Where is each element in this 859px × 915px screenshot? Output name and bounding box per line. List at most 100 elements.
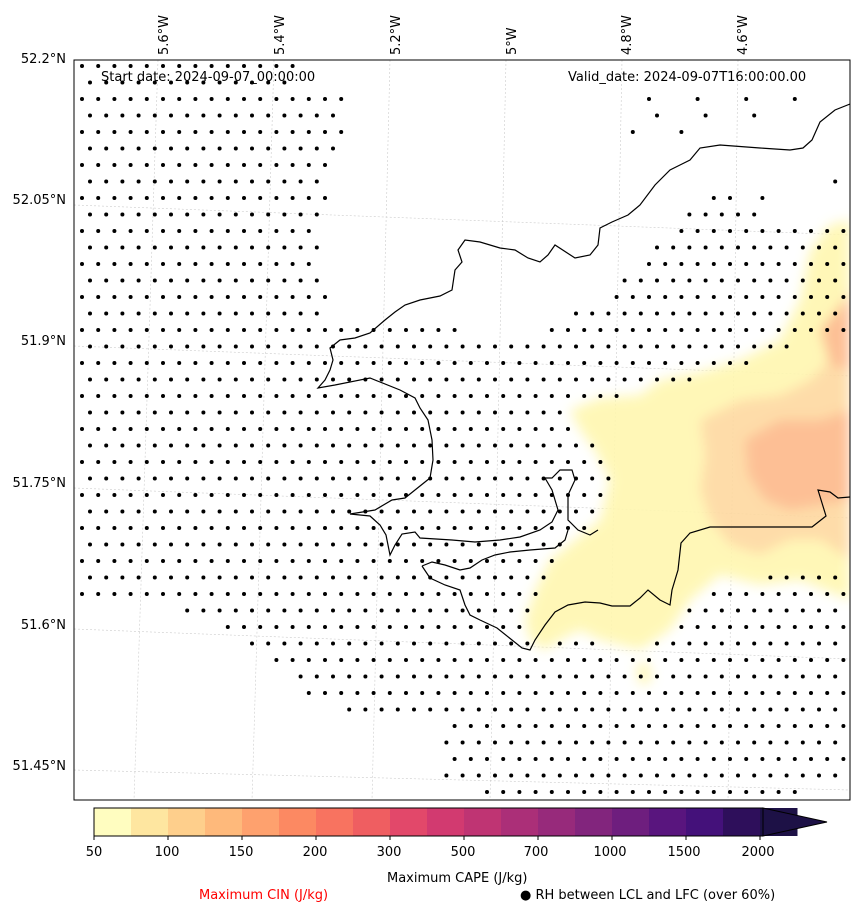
rh-dot: [177, 262, 182, 266]
rh-dot: [452, 361, 457, 365]
rh-dot: [485, 658, 489, 662]
rh-dot: [347, 707, 352, 712]
rh-dot: [144, 196, 149, 200]
rh-dot: [476, 641, 481, 646]
rh-dot: [120, 113, 125, 118]
rh-dot: [242, 328, 246, 332]
rh-dot: [598, 460, 603, 464]
colorbar-segment: [242, 808, 280, 836]
rh-dot: [517, 592, 522, 596]
rh-dot: [404, 427, 408, 431]
rh-dot: [201, 146, 206, 151]
rh-dot: [703, 608, 708, 613]
rh-dot: [711, 625, 716, 629]
rh-dot: [152, 542, 157, 547]
rh-dot: [792, 724, 797, 728]
rh-dot: [282, 212, 287, 217]
rh-dot: [695, 757, 700, 761]
rh-dot: [493, 542, 497, 547]
rh-dot: [209, 526, 214, 530]
rh-dot: [242, 460, 246, 464]
rh-dot: [549, 526, 554, 530]
rh-dot: [331, 443, 335, 448]
rh-dot: [833, 245, 838, 250]
rh-dot: [768, 278, 773, 283]
rh-dot: [679, 724, 684, 728]
rh-dot: [355, 394, 360, 398]
rh-dot: [420, 361, 425, 365]
rh-dot: [306, 328, 311, 332]
rh-dot: [420, 460, 425, 464]
rh-dot: [800, 278, 805, 283]
rh-dot: [104, 476, 109, 481]
rh-dot: [88, 212, 92, 217]
rh-dot: [274, 526, 279, 530]
rh-dot: [841, 724, 846, 728]
rh-dot: [80, 394, 84, 398]
rh-dot: [817, 707, 821, 712]
rh-dot: [233, 278, 238, 283]
rh-dot: [598, 790, 603, 794]
rh-dot: [590, 344, 595, 349]
rh-dot: [274, 262, 279, 266]
rh-dot: [825, 625, 830, 629]
rh-dot: [266, 377, 271, 382]
rh-dot: [193, 295, 198, 299]
parallel-51.45n: [74, 769, 850, 791]
rh-dot: [817, 674, 821, 679]
rh-dot: [671, 773, 676, 778]
rh-dot: [323, 460, 327, 464]
rh-dot: [258, 361, 263, 365]
rh-dot: [476, 509, 481, 514]
rh-dot: [711, 790, 716, 794]
rh-dot: [177, 592, 182, 596]
rh-dot: [776, 625, 781, 629]
rh-dot: [647, 724, 651, 728]
rh-dot: [242, 526, 246, 530]
rh-dot: [476, 476, 481, 481]
rh-dot: [379, 344, 384, 349]
rh-dot: [290, 493, 295, 497]
rh-dot: [314, 344, 319, 349]
colorbar-tick: 1000: [593, 845, 627, 860]
rh-dot: [395, 410, 400, 415]
rh-dot: [630, 790, 635, 794]
rh-dot: [290, 526, 295, 530]
rh-dot: [468, 427, 473, 431]
rh-dot: [355, 328, 360, 332]
rh-dot: [80, 493, 84, 497]
rh-dot: [549, 658, 554, 662]
rh-dot: [314, 476, 319, 481]
rh-dot: [120, 179, 125, 184]
rh-dot: [136, 278, 141, 283]
rh-dot: [493, 476, 497, 481]
rh-dot: [80, 328, 84, 332]
rh-dot: [630, 658, 635, 662]
rh-dot: [323, 295, 327, 299]
rh-dot: [177, 163, 182, 167]
rh-dot: [630, 691, 635, 695]
rh-dot: [185, 575, 190, 580]
rh-dot: [314, 542, 319, 547]
colorbar-segment: [353, 808, 391, 836]
rh-dot: [679, 229, 684, 233]
rh-dot: [574, 344, 578, 349]
rh-dot: [533, 559, 538, 563]
colorbar-tick: 100: [154, 845, 180, 860]
rh-dot: [468, 460, 473, 464]
rh-dot: [444, 773, 449, 778]
rh-dot: [452, 526, 457, 530]
rh-dot: [152, 410, 157, 415]
rh-dot: [112, 493, 117, 497]
rh-dot: [679, 295, 684, 299]
rh-dot: [250, 245, 254, 250]
rh-dot: [744, 658, 749, 662]
rh-dot: [347, 641, 352, 646]
rh-dot: [638, 773, 643, 778]
rh-dot: [177, 361, 182, 365]
rh-dot: [185, 509, 190, 514]
rh-dot: [306, 493, 311, 497]
rh-dot: [412, 509, 416, 514]
rh-dot: [323, 625, 327, 629]
